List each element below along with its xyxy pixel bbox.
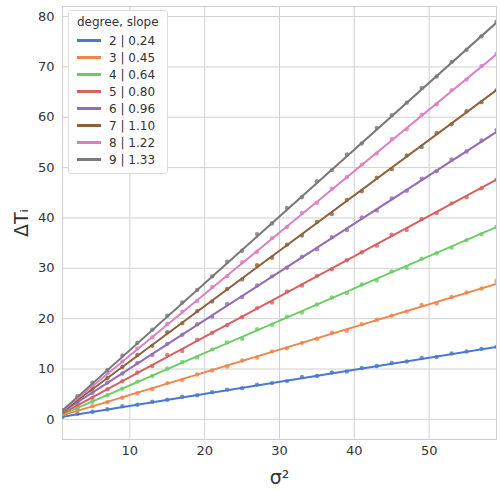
svg-text:0: 0 xyxy=(46,412,54,427)
svg-text:10: 10 xyxy=(38,361,55,376)
html-text:2 | 0.24: 2 | 0.24 xyxy=(109,33,155,48)
html-text:7 | 1.10: 7 | 1.10 xyxy=(109,118,155,133)
svg-text:60: 60 xyxy=(38,109,55,124)
svg-text:50: 50 xyxy=(38,160,55,175)
svg-text:40: 40 xyxy=(346,443,363,458)
html-text:4 | 0.64: 4 | 0.64 xyxy=(109,67,155,82)
svg-text:30: 30 xyxy=(38,260,55,275)
svg-text:70: 70 xyxy=(38,59,55,74)
svg-text:10: 10 xyxy=(122,443,139,458)
html-text:6 | 0.96: 6 | 0.96 xyxy=(109,101,155,116)
svg-text:80: 80 xyxy=(38,9,55,24)
svg-text:ΔTᵢ: ΔTᵢ xyxy=(10,209,32,237)
html-text:3 | 0.45: 3 | 0.45 xyxy=(109,50,155,65)
svg-text:σ²: σ² xyxy=(270,466,290,488)
svg-text:20: 20 xyxy=(38,311,55,326)
html-text:9 | 1.33: 9 | 1.33 xyxy=(109,152,155,167)
html-text:degree, slope: degree, slope xyxy=(77,15,159,29)
svg-text:30: 30 xyxy=(271,443,288,458)
svg-text:20: 20 xyxy=(196,443,213,458)
svg-text:40: 40 xyxy=(38,210,55,225)
svg-text:50: 50 xyxy=(421,443,438,458)
html-text:8 | 1.22: 8 | 1.22 xyxy=(109,135,155,150)
html-text:5 | 0.80: 5 | 0.80 xyxy=(109,84,155,99)
